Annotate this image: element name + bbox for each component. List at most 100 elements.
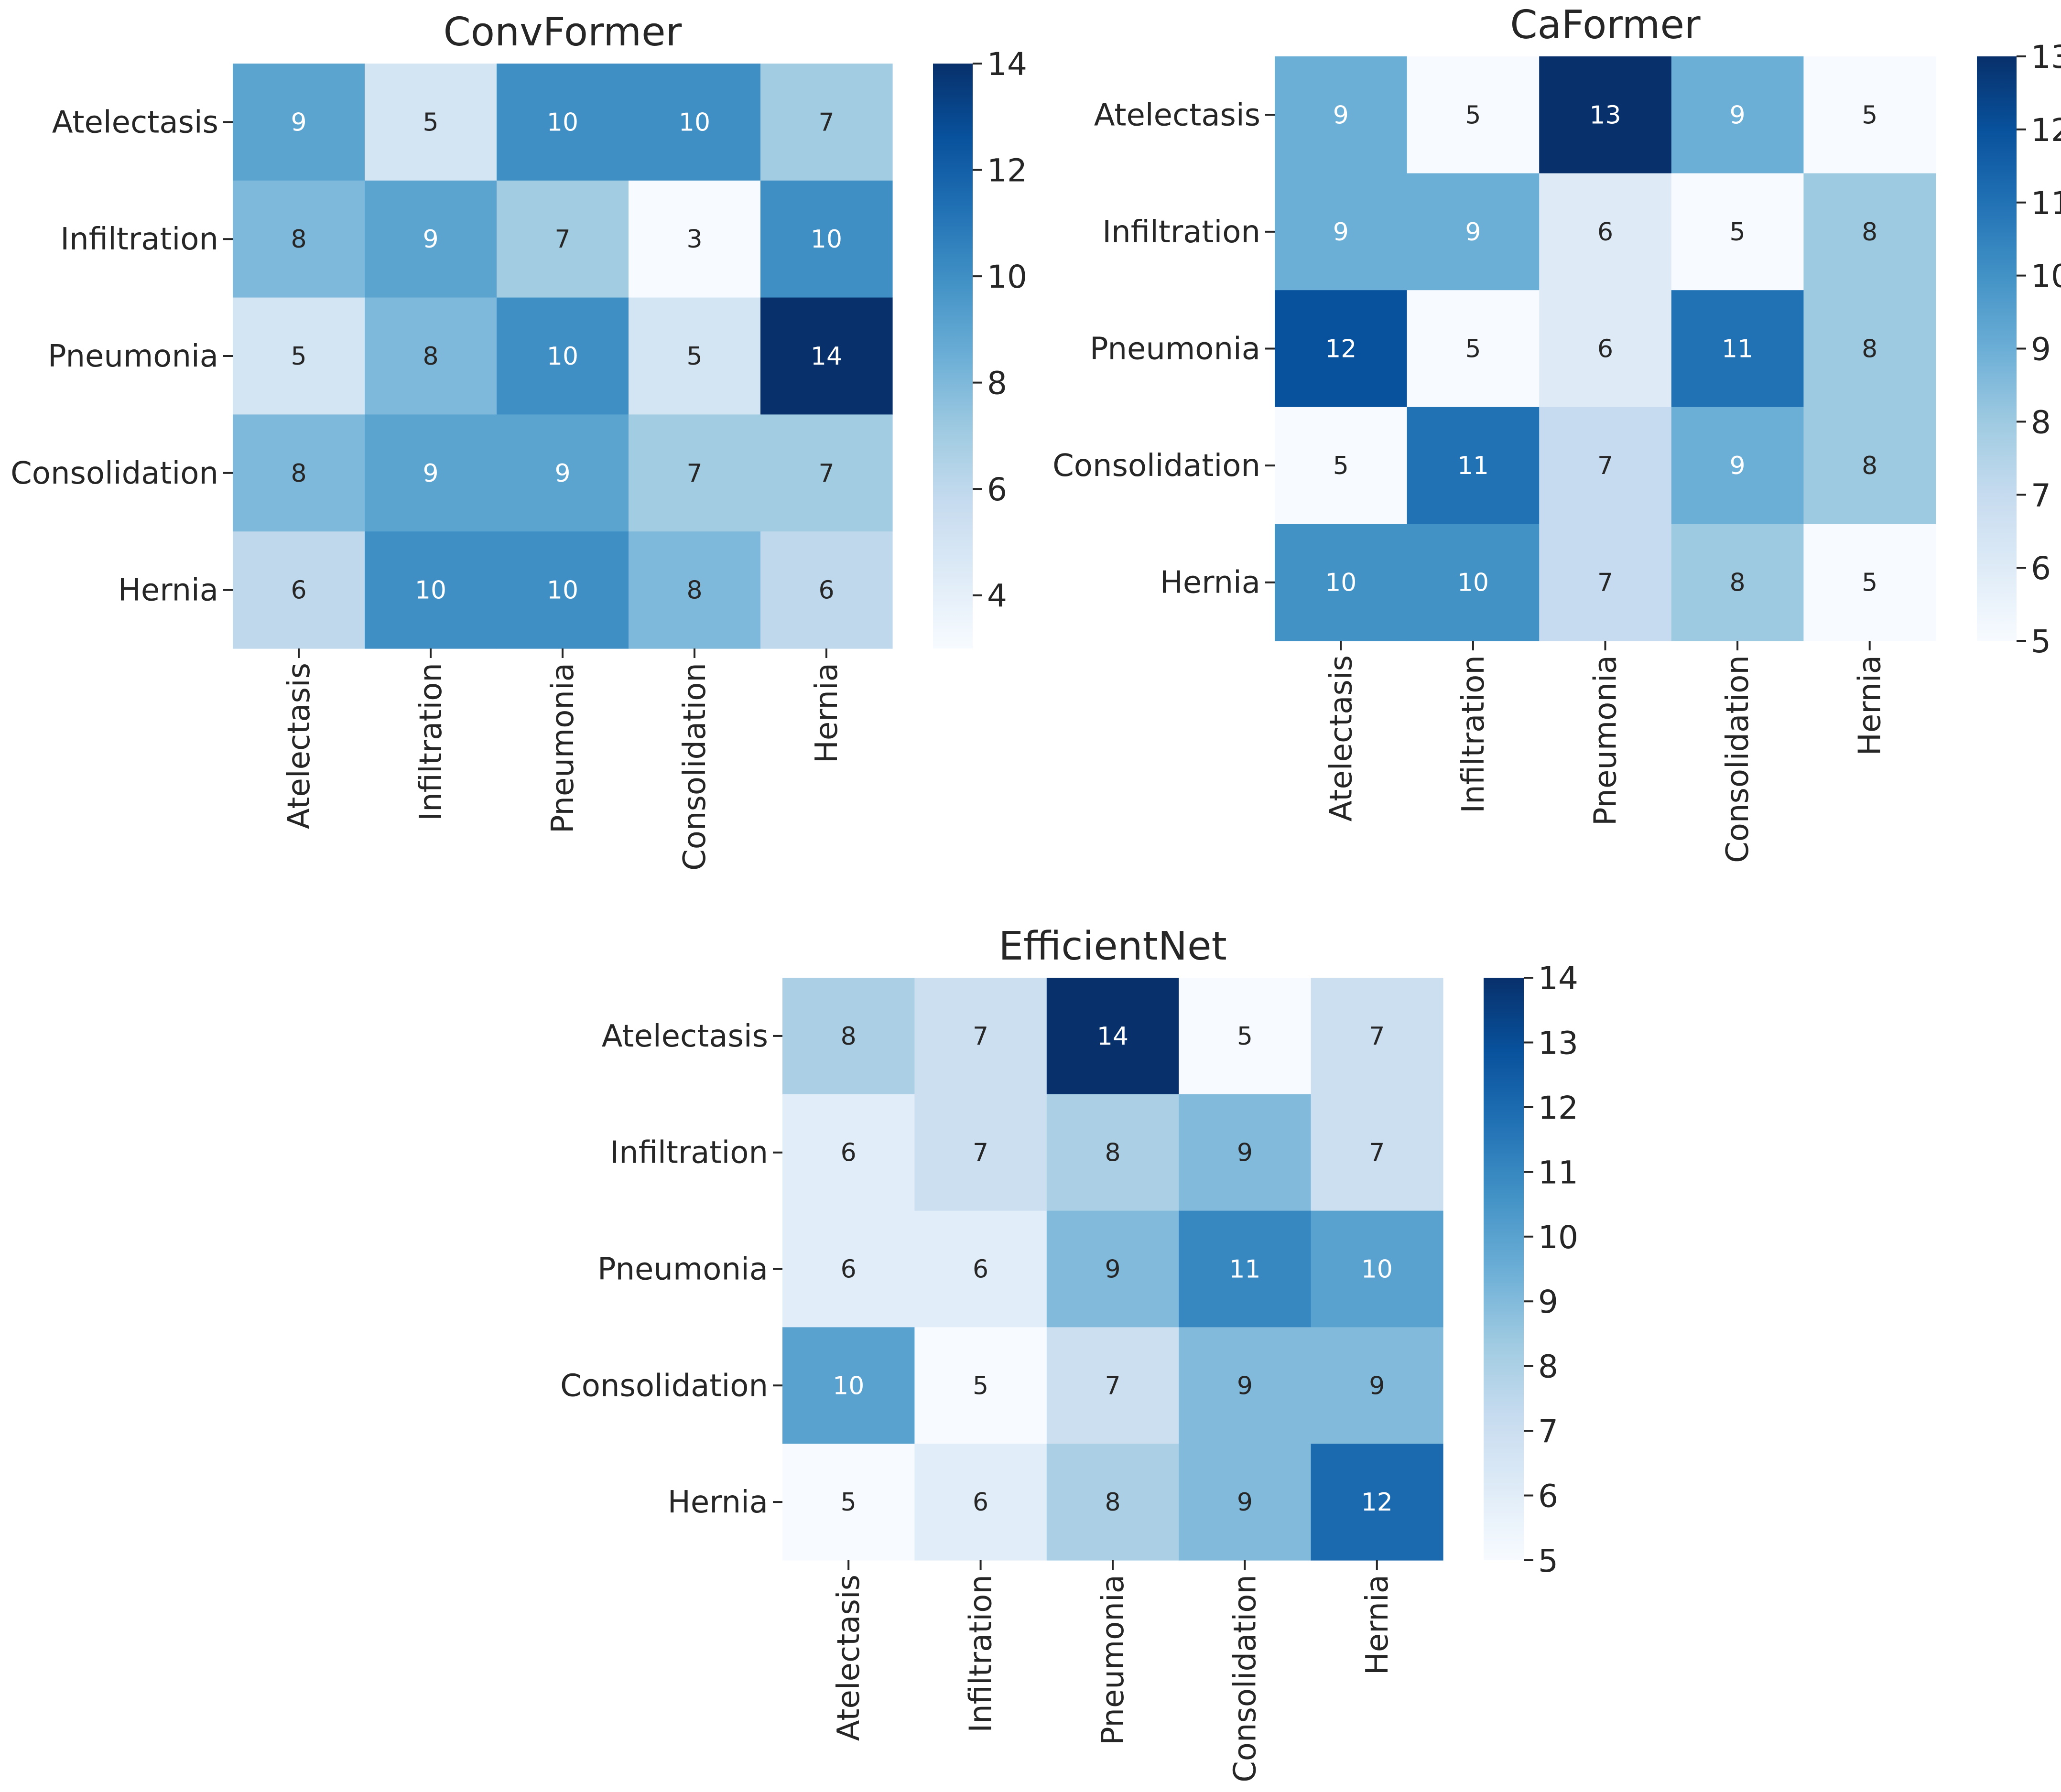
colorbar-tick-label: 12 [2031, 112, 2061, 149]
colorbar-tick-label: 11 [1538, 1154, 1578, 1191]
x-tick-label: Hernia [1360, 1575, 1395, 1675]
y-tick-label: Consolidation [1052, 448, 1260, 484]
colorbar [1484, 978, 1524, 1560]
cell-value-label: 8 [291, 225, 306, 254]
heatmap-cell [760, 531, 893, 649]
heatmap-cell [782, 1444, 915, 1561]
cell-value-label: 10 [1325, 569, 1356, 597]
colorbar-tick-label: 12 [987, 152, 1027, 189]
colorbar-tick-label: 8 [2031, 404, 2051, 441]
cell-value-label: 9 [1237, 1371, 1253, 1400]
colorbar-tick-label: 6 [1538, 1478, 1558, 1515]
heatmap-convformer: ConvFormer 9 5 10 10 7 8 9 7 3 10 5 8 10 5 14 8 9 9 7 7 6 10 10… [11, 10, 1027, 871]
heatmap-cell [1046, 1327, 1179, 1444]
cell-value-label: 5 [1237, 1022, 1253, 1051]
cell-value-label: 7 [973, 1022, 988, 1051]
x-tick-label: Pneumonia [1588, 655, 1624, 826]
cell-value-label: 11 [1229, 1255, 1260, 1284]
heatmap-cell [497, 297, 629, 415]
heatmap-cell [1407, 524, 1540, 641]
cell-value-label: 6 [1597, 218, 1613, 247]
cell-value-label: 10 [1457, 569, 1489, 597]
heatmap-cell [1407, 290, 1540, 408]
cell-value-label: 6 [841, 1139, 857, 1167]
heatmap-cell [497, 531, 629, 649]
cell-value-label: 10 [833, 1371, 864, 1400]
heatmap-cell [629, 297, 761, 415]
cell-value-label: 5 [1730, 218, 1746, 247]
y-tick-label: Atelectasis [1094, 97, 1260, 133]
x-tick-label: Atelectasis [282, 663, 317, 829]
x-tick-label: Atelectasis [831, 1575, 867, 1741]
heatmap-cell [1275, 524, 1408, 641]
colorbar-tick-label: 8 [987, 365, 1007, 402]
cell-value-label: 9 [1105, 1255, 1120, 1284]
cell-value-label: 7 [1369, 1139, 1385, 1167]
x-tick-label: Consolidation [677, 663, 713, 871]
x-tick-label: Infiltration [964, 1575, 999, 1733]
cell-value-label: 8 [1862, 335, 1877, 364]
colorbar-tick-label: 6 [2031, 550, 2051, 587]
chart-title: EfficientNet [998, 924, 1226, 969]
heatmap-cell [629, 531, 761, 649]
x-tick-label: Pneumonia [545, 663, 581, 833]
colorbar-tick-label: 5 [2031, 623, 2051, 660]
heatmap-cell [1407, 56, 1540, 174]
heatmap-cell [760, 414, 893, 532]
cell-value-label: 9 [1465, 218, 1481, 247]
x-tick-label: Consolidation [1227, 1575, 1263, 1782]
cell-value-label: 7 [1597, 452, 1613, 480]
heatmap-cell [1311, 978, 1443, 1095]
cell-value-label: 7 [818, 459, 834, 488]
colorbar-tick-label: 11 [2031, 185, 2061, 222]
heatmap-cell [1539, 56, 1672, 174]
colorbar-tick-label: 7 [2031, 477, 2051, 514]
cell-value-label: 9 [1333, 101, 1349, 130]
y-tick-label: Hernia [1160, 565, 1260, 601]
heatmap-cell [782, 1210, 915, 1328]
heatmap-cell [629, 64, 761, 181]
heatmap-cell [497, 64, 629, 181]
heatmap-cell [782, 1327, 915, 1444]
colorbar-tick-label: 7 [1538, 1413, 1558, 1450]
heatmap-caformer: CaFormer 9 5 13 9 5 9 9 6 5 8 12 5 6 11 8 5 11 7 9 8 10 10 7 8 5 A… [1052, 2, 2061, 863]
colorbar-tick-label: 4 [987, 578, 1007, 615]
heatmap-cell [1275, 173, 1408, 291]
y-tick-label: Infiltration [60, 222, 218, 257]
heatmap-cell [497, 414, 629, 532]
colorbar-tick-label: 12 [1538, 1090, 1578, 1126]
heatmap-cell [1275, 290, 1408, 408]
heatmap-cell [782, 978, 915, 1095]
heatmap-cell [1179, 1094, 1312, 1211]
cell-value-label: 10 [679, 108, 710, 137]
heatmap-efficientnet: EfficientNet 8 7 14 5 7 6 7 8 9 7 6 6 9 11 10 10 5 7 9 9 5 6 8 9… [560, 924, 1578, 1782]
heatmap-cell [1671, 290, 1804, 408]
cell-value-label: 14 [811, 342, 842, 371]
heatmap-cell [1046, 1094, 1179, 1211]
cell-value-label: 9 [1333, 218, 1349, 247]
cell-value-label: 7 [1105, 1371, 1120, 1400]
cell-value-label: 9 [1369, 1371, 1385, 1400]
cell-value-label: 12 [1361, 1488, 1393, 1517]
cell-value-label: 9 [1237, 1488, 1253, 1517]
heatmap-cell [914, 1210, 1047, 1328]
cell-value-label: 9 [291, 108, 306, 137]
heatmap-cell [1046, 978, 1179, 1095]
cell-value-label: 9 [1237, 1139, 1253, 1167]
cell-value-label: 10 [1361, 1255, 1393, 1284]
x-tick-label: Pneumonia [1096, 1575, 1131, 1745]
heatmap-cell [629, 180, 761, 298]
x-tick-label: Hernia [809, 663, 845, 763]
y-tick-label: Infiltration [1102, 215, 1260, 250]
colorbar-tick-label: 5 [1538, 1543, 1558, 1579]
heatmap-cell [760, 180, 893, 298]
colorbar-tick-label: 13 [2031, 39, 2061, 76]
cell-value-label: 7 [818, 108, 834, 137]
cell-value-label: 8 [841, 1022, 857, 1051]
x-tick-label: Hernia [1853, 655, 1888, 756]
heatmap-cell [1046, 1210, 1179, 1328]
heatmap-cell [1539, 173, 1672, 291]
heatmap-cell [1671, 524, 1804, 641]
heatmap-cell [365, 297, 497, 415]
heatmap-cell [365, 180, 497, 298]
